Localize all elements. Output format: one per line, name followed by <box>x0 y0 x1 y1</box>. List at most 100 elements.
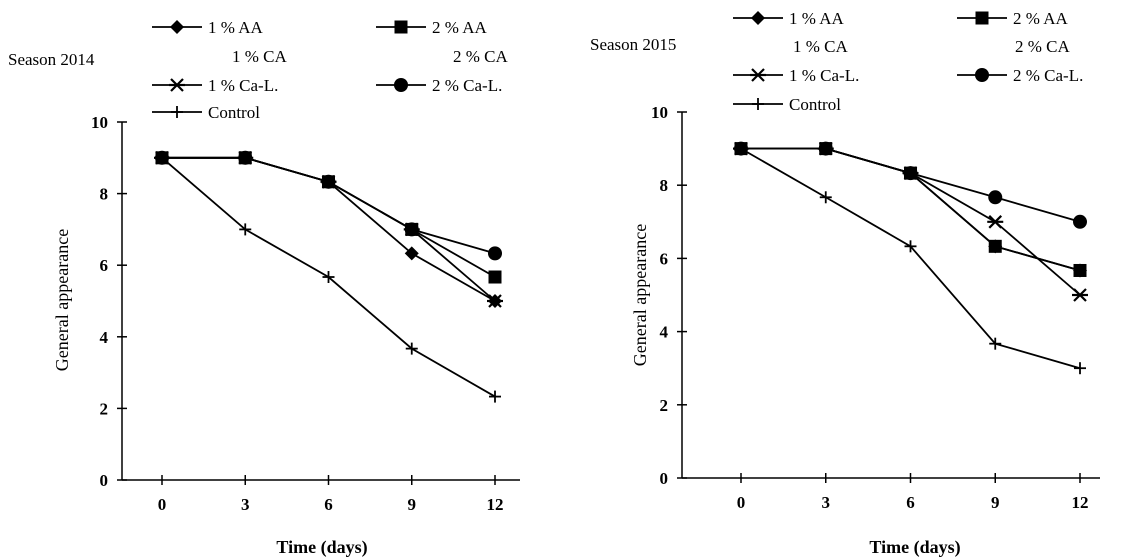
axes <box>121 122 520 481</box>
data-point <box>1073 263 1087 277</box>
data-point <box>818 141 833 156</box>
data-point <box>489 390 501 403</box>
legend-label-2: 1 % CA <box>793 37 849 56</box>
x-tick-label: 6 <box>324 495 333 514</box>
x-axis-title: Time (days) <box>276 537 367 558</box>
data-point <box>903 166 918 181</box>
legend-label: 1 % AA <box>208 18 264 37</box>
x-tick-label: 3 <box>241 495 250 514</box>
season-title: Season 2014 <box>8 50 95 69</box>
data-point <box>488 246 502 261</box>
y-tick-label: 2 <box>100 399 109 418</box>
series-plus <box>156 151 501 403</box>
season-title: Season 2015 <box>590 35 676 54</box>
series-line <box>741 147 1081 223</box>
y-tick-label: 2 <box>660 396 669 415</box>
series-circle <box>155 150 502 261</box>
x-tick-label: 0 <box>158 495 167 514</box>
data-point <box>987 215 1004 229</box>
legend-item: 2 % Ca-L. <box>957 66 1083 85</box>
y-axis-title: General appearance <box>630 224 650 366</box>
y-tick-label: 10 <box>651 103 668 122</box>
x-axis-title: Time (days) <box>869 537 960 558</box>
legend-item: 1 % Ca-L. <box>152 76 278 95</box>
legend-label: 1 % Ca-L. <box>789 66 859 85</box>
legend-label: 2 % AA <box>432 18 488 37</box>
data-point <box>321 174 336 189</box>
y-axis-title: General appearance <box>52 229 72 371</box>
legend-label-2: 2 % CA <box>453 47 509 66</box>
data-point <box>988 239 1002 253</box>
legend-marker <box>751 11 765 25</box>
series-square <box>155 151 502 284</box>
legend-item: Control <box>733 95 841 114</box>
data-point <box>488 270 502 284</box>
legend-marker <box>975 68 989 82</box>
data-point <box>322 271 335 284</box>
data-point <box>239 223 252 236</box>
y-tick-label: 4 <box>660 323 669 342</box>
x-tick-label: 0 <box>737 493 746 512</box>
y-tick-label: 0 <box>100 471 109 490</box>
legend-marker <box>171 106 183 118</box>
data-point <box>989 337 1002 350</box>
legend-label: 2 % Ca-L. <box>432 76 502 95</box>
series-square <box>734 142 1087 277</box>
legend: 1 % AA 1 % CA 2 % AA 2 % CA 1 % Ca-L. 2 % Ca-… <box>733 9 1083 114</box>
legend-marker <box>975 11 989 25</box>
legend-marker <box>169 78 185 92</box>
data-point <box>904 240 917 253</box>
chart-panel-2: Season 2015 1 % AA 1 % CA 2 % AA 2 % CA 1 % C… <box>590 9 1100 558</box>
legend-label-2: 2 % CA <box>1015 37 1071 56</box>
x-tick-label: 3 <box>822 493 831 512</box>
x-tick-label: 9 <box>991 493 1000 512</box>
legend-label: Control <box>789 95 841 114</box>
legend-item: 2 % AA 2 % CA <box>957 9 1071 56</box>
data-point <box>1073 214 1087 229</box>
legend-label: 2 % AA <box>1013 9 1069 28</box>
data-point <box>238 150 253 165</box>
series-plus <box>735 142 1086 375</box>
series-circle <box>734 141 1087 229</box>
y-tick-label: 4 <box>100 328 109 347</box>
legend-item: 2 % Ca-L. <box>376 76 502 95</box>
data-point <box>487 294 503 308</box>
chart-panel-1: Season 2014 1 % AA 1 % CA 2 % AA 2 % CA 1 % C… <box>8 18 520 558</box>
y-tick-label: 6 <box>660 249 669 268</box>
series-diamond <box>155 150 502 308</box>
x-tick-label: 12 <box>487 495 504 514</box>
legend-label: 1 % Ca-L. <box>208 76 278 95</box>
x-tick-label: 12 <box>1072 493 1089 512</box>
y-tick-label: 8 <box>100 185 109 204</box>
legend-marker <box>750 68 766 82</box>
data-point <box>405 342 418 355</box>
legend-marker <box>170 20 184 34</box>
legend-item: 1 % AA 1 % CA <box>733 9 849 56</box>
legend-label-2: 1 % CA <box>232 47 288 66</box>
axes <box>681 112 1100 479</box>
y-tick-label: 10 <box>91 113 108 132</box>
legend-marker <box>394 20 408 34</box>
y-tick-label: 0 <box>660 469 669 488</box>
legend-item: 1 % Ca-L. <box>733 66 859 85</box>
legend-label: 1 % AA <box>789 9 845 28</box>
legend-marker <box>752 98 764 110</box>
data-point <box>1072 288 1088 302</box>
y-tick-label: 6 <box>100 256 109 275</box>
legend-label: 2 % Ca-L. <box>1013 66 1083 85</box>
data-point <box>1074 362 1086 375</box>
legend-item: 1 % AA 1 % CA <box>152 18 288 66</box>
x-tick-label: 6 <box>906 493 915 512</box>
data-point <box>735 142 747 155</box>
legend-marker <box>394 78 408 92</box>
series-line <box>740 147 1081 370</box>
data-point <box>819 191 832 204</box>
data-point <box>156 151 168 164</box>
y-tick-label: 8 <box>660 176 669 195</box>
x-tick-label: 9 <box>408 495 417 514</box>
legend-item: 2 % AA 2 % CA <box>376 18 509 66</box>
legend: 1 % AA 1 % CA 2 % AA 2 % CA 1 % Ca-L. 2 % Ca-… <box>152 18 509 122</box>
series-line <box>162 156 496 255</box>
legend-item: Control <box>152 103 260 122</box>
